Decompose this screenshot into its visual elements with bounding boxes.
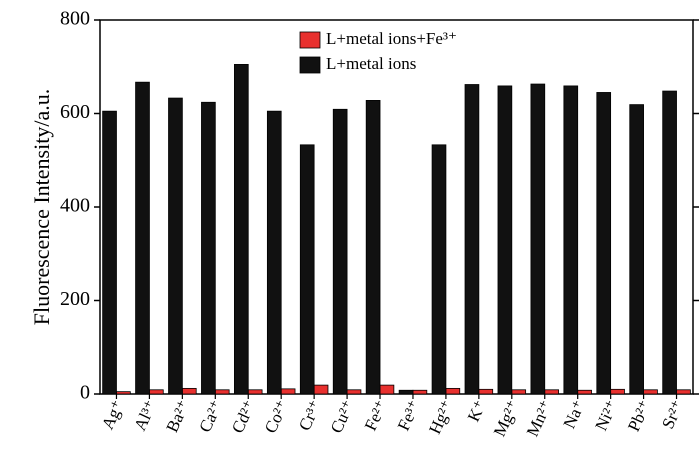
bar [596,92,612,395]
x-tick-label: Al³⁺ [130,397,160,433]
x-tick-label: Hg²⁺ [425,397,457,437]
bar [610,388,625,395]
y-axis-label: Fluorescence Intensity/a.u. [29,89,54,325]
x-tick-label: Co²⁺ [261,397,293,436]
bar [313,384,329,395]
bar [412,389,428,395]
bar [234,64,249,395]
x-tick-label: Ca²⁺ [195,397,226,435]
bar [511,389,527,395]
y-tick-label: 800 [60,8,90,30]
bar [563,85,579,395]
x-tick-label: Cu²⁺ [327,397,359,436]
bar [643,389,658,395]
bar [577,389,592,395]
x-tick-label: Ba²⁺ [162,397,193,435]
x-tick-label: Ag⁺ [98,397,128,432]
bar [266,110,282,395]
bar [629,104,644,395]
bar [365,100,381,395]
bar [116,391,131,395]
x-tick-label: K⁺ [464,397,490,424]
bar [102,110,117,395]
bar [379,384,395,395]
bar [299,144,315,395]
bar [676,389,691,395]
y-tick-label: 600 [60,101,90,123]
legend-swatch [299,31,321,49]
bar [214,389,230,395]
x-tick-label: Cr³⁺ [295,397,325,433]
x-tick-label: Mg²⁺ [490,397,523,439]
bar [431,144,447,395]
x-tick-label: Pb²⁺ [624,397,655,434]
y-tick-label: 400 [60,195,90,217]
bar [478,388,494,395]
x-tick-label: Ni²⁺ [591,397,621,433]
bar [544,389,559,395]
x-tick-label: Na⁺ [559,397,588,431]
y-tick-label: 200 [60,288,90,310]
bar [181,387,197,395]
bar [332,108,348,395]
bar [530,83,546,395]
bar [398,389,414,395]
y-tick-label: 0 [80,382,90,404]
bar [201,101,216,395]
bar [168,97,183,395]
bar [149,389,164,395]
x-tick-label: Fe²⁺ [361,397,391,433]
bar [135,81,150,395]
legend-label: L+metal ions [326,54,416,73]
bar [445,387,461,395]
bar [497,85,513,395]
bar [662,90,677,395]
bar [247,389,263,395]
x-tick-label: Mn²⁺ [523,397,556,439]
legend-label: L+metal ions+Fe³⁺ [326,29,457,48]
x-tick-label: Cd²⁺ [228,397,260,436]
bar [464,84,480,395]
bar [346,389,362,395]
legend-swatch [299,56,321,74]
x-tick-label: Fe³⁺ [394,397,424,433]
bar [280,388,296,395]
x-tick-label: Sr²⁺ [658,397,688,431]
